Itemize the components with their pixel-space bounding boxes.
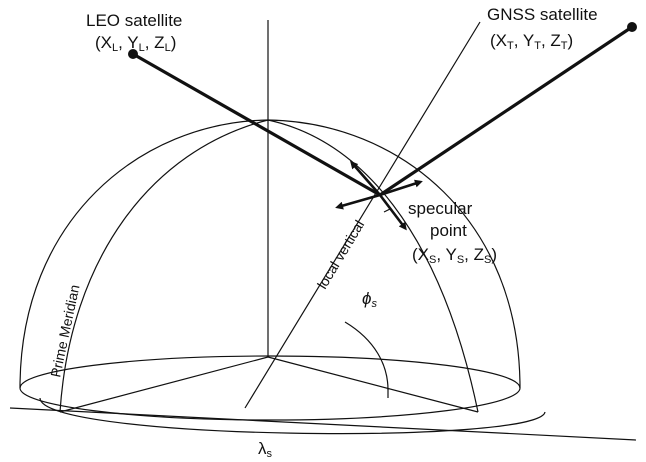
text-part: , Z (541, 31, 561, 50)
arrow (379, 179, 423, 197)
subscript: T (507, 40, 514, 52)
rays (128, 22, 637, 231)
gnss-coords: (XT, YT, ZT) (490, 31, 573, 52)
text-part: (X (490, 31, 507, 50)
text-part: (X (412, 245, 429, 264)
arrow (335, 193, 381, 210)
gnss-ray (379, 25, 633, 197)
earth (9, 20, 637, 441)
leo-ray (132, 52, 381, 197)
subscript: L (139, 42, 145, 54)
phi-label: ϕs (362, 289, 377, 310)
text-part: λ (258, 439, 267, 458)
text-part: ϕ (362, 289, 371, 308)
prime-meridian-label: Prime Meridian (47, 283, 82, 378)
leo-label: LEO satellite (86, 11, 182, 30)
longitude-arc (39, 397, 546, 435)
local-vertical-label: local vertical (314, 217, 367, 291)
subscript: s (371, 298, 377, 310)
gnss-label: GNSS satellite (487, 5, 598, 24)
meridian-radius (59, 356, 269, 413)
specular-radius (267, 356, 479, 413)
specular-label: point (430, 221, 467, 240)
lambda-label: λs (258, 439, 273, 460)
text-part: (X (95, 33, 112, 52)
subscript: T (534, 40, 541, 52)
subscript: s (267, 448, 273, 460)
text-part: , Y (514, 31, 534, 50)
subscript: T (561, 40, 568, 52)
text-part: ) (171, 33, 177, 52)
text-part: , Z (464, 245, 484, 264)
specular-coords: (XS, YS, ZS) (412, 245, 497, 266)
arrow (350, 160, 381, 196)
subscript: S (429, 254, 436, 266)
gnss-dot (627, 22, 637, 32)
equator (19, 355, 521, 421)
leo-dot (128, 49, 138, 59)
local-vertical-line (244, 21, 481, 409)
text-part: , Y (436, 245, 456, 264)
right-angle (383, 199, 391, 213)
subscript: L (165, 42, 171, 54)
baseline (9, 407, 637, 441)
specular-meridian-arc (267, 119, 479, 413)
text-part: , Z (145, 33, 165, 52)
text-part: , Y (118, 33, 138, 52)
subscript: S (457, 254, 464, 266)
text-part: ) (491, 245, 497, 264)
phi-arc (344, 321, 389, 391)
text-part: ) (568, 31, 574, 50)
subscript: S (484, 254, 491, 266)
specular-label: specular (408, 199, 473, 218)
leo-coords: (XL, YL, ZL) (95, 33, 176, 54)
subscript: L (112, 42, 118, 54)
prime-meridian-arc (59, 119, 269, 413)
